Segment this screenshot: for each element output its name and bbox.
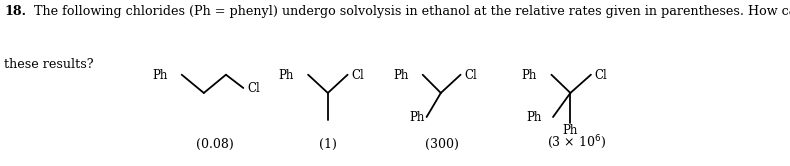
Text: Ph: Ph [409, 111, 424, 124]
Text: (0.08): (0.08) [196, 138, 234, 151]
Text: Ph: Ph [279, 69, 294, 82]
Text: The following chlorides (Ph = phenyl) undergo solvolysis in ethanol at the relat: The following chlorides (Ph = phenyl) un… [30, 5, 790, 18]
Text: Ph: Ph [527, 111, 542, 124]
Text: Ph: Ph [393, 69, 408, 82]
Text: Ph: Ph [152, 69, 167, 82]
Text: 18.: 18. [4, 5, 26, 18]
Text: Cl: Cl [595, 69, 608, 82]
Text: these results?: these results? [4, 58, 93, 71]
Text: Cl: Cl [465, 69, 477, 82]
Text: (3 × 10$^6$): (3 × 10$^6$) [547, 133, 606, 151]
Text: (1): (1) [319, 138, 337, 151]
Text: Ph: Ph [562, 124, 578, 137]
Text: Cl: Cl [247, 82, 260, 95]
Text: Ph: Ph [522, 69, 537, 82]
Text: Cl: Cl [352, 69, 364, 82]
Text: (300): (300) [426, 138, 459, 151]
